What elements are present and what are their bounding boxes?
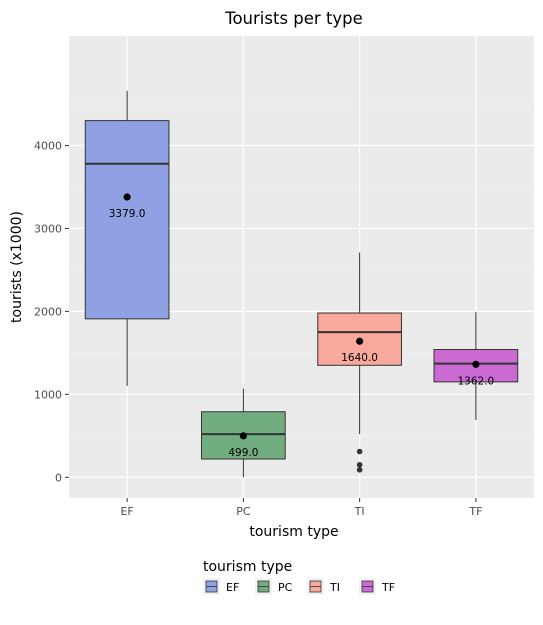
mean-point	[356, 337, 364, 345]
y-tick-label: 4000	[34, 139, 62, 152]
y-axis-title: tourists (x1000)	[9, 211, 25, 323]
legend-title: tourism type	[203, 559, 292, 575]
x-tick-label: TF	[468, 505, 482, 518]
x-tick-label: PC	[236, 505, 251, 518]
mean-label: 1362.0	[458, 375, 495, 387]
outlier-point	[356, 462, 363, 468]
legend-item-TI: TI	[307, 578, 340, 595]
legend: tourism type EF PC TI TF	[203, 559, 395, 595]
outlier-point	[356, 448, 363, 455]
legend-item-TF: TF	[359, 578, 395, 595]
mean-point	[472, 360, 480, 368]
outlier-point	[356, 466, 363, 473]
mean-label: 3379.0	[109, 208, 146, 220]
x-tick-label: EF	[120, 505, 133, 518]
y-tick-label: 0	[55, 471, 62, 484]
x-axis: EF PC TI TF	[120, 498, 482, 518]
mean-point	[239, 432, 247, 440]
legend-item-EF: EF	[203, 578, 239, 595]
x-axis-title: tourism type	[249, 524, 338, 540]
box-TF: 1362.0	[433, 312, 519, 421]
box-EF: 3379.0	[84, 90, 170, 387]
box-body	[84, 120, 170, 320]
legend-label: TI	[329, 581, 340, 594]
box-TI: 1640.0	[317, 252, 402, 473]
legend-label: PC	[278, 581, 293, 594]
box-PC: 499.0	[201, 388, 286, 478]
y-tick-label: 1000	[34, 388, 62, 401]
legend-item-PC: PC	[255, 578, 293, 595]
mean-label: 1640.0	[341, 352, 378, 364]
y-axis: 0 1000 2000 3000 4000	[34, 139, 69, 484]
mean-point	[123, 193, 131, 201]
legend-label: EF	[226, 581, 239, 594]
boxes: 3379.0 499.0 1640.0 1362.0	[84, 90, 519, 478]
legend-label: TF	[381, 581, 395, 594]
y-tick-label: 2000	[34, 305, 62, 318]
legend-items: EF PC TI TF	[203, 578, 395, 595]
mean-label: 499.0	[228, 447, 258, 459]
chart-title: Tourists per type	[224, 9, 363, 28]
y-tick-label: 3000	[34, 222, 62, 235]
x-tick-label: TI	[354, 505, 365, 518]
